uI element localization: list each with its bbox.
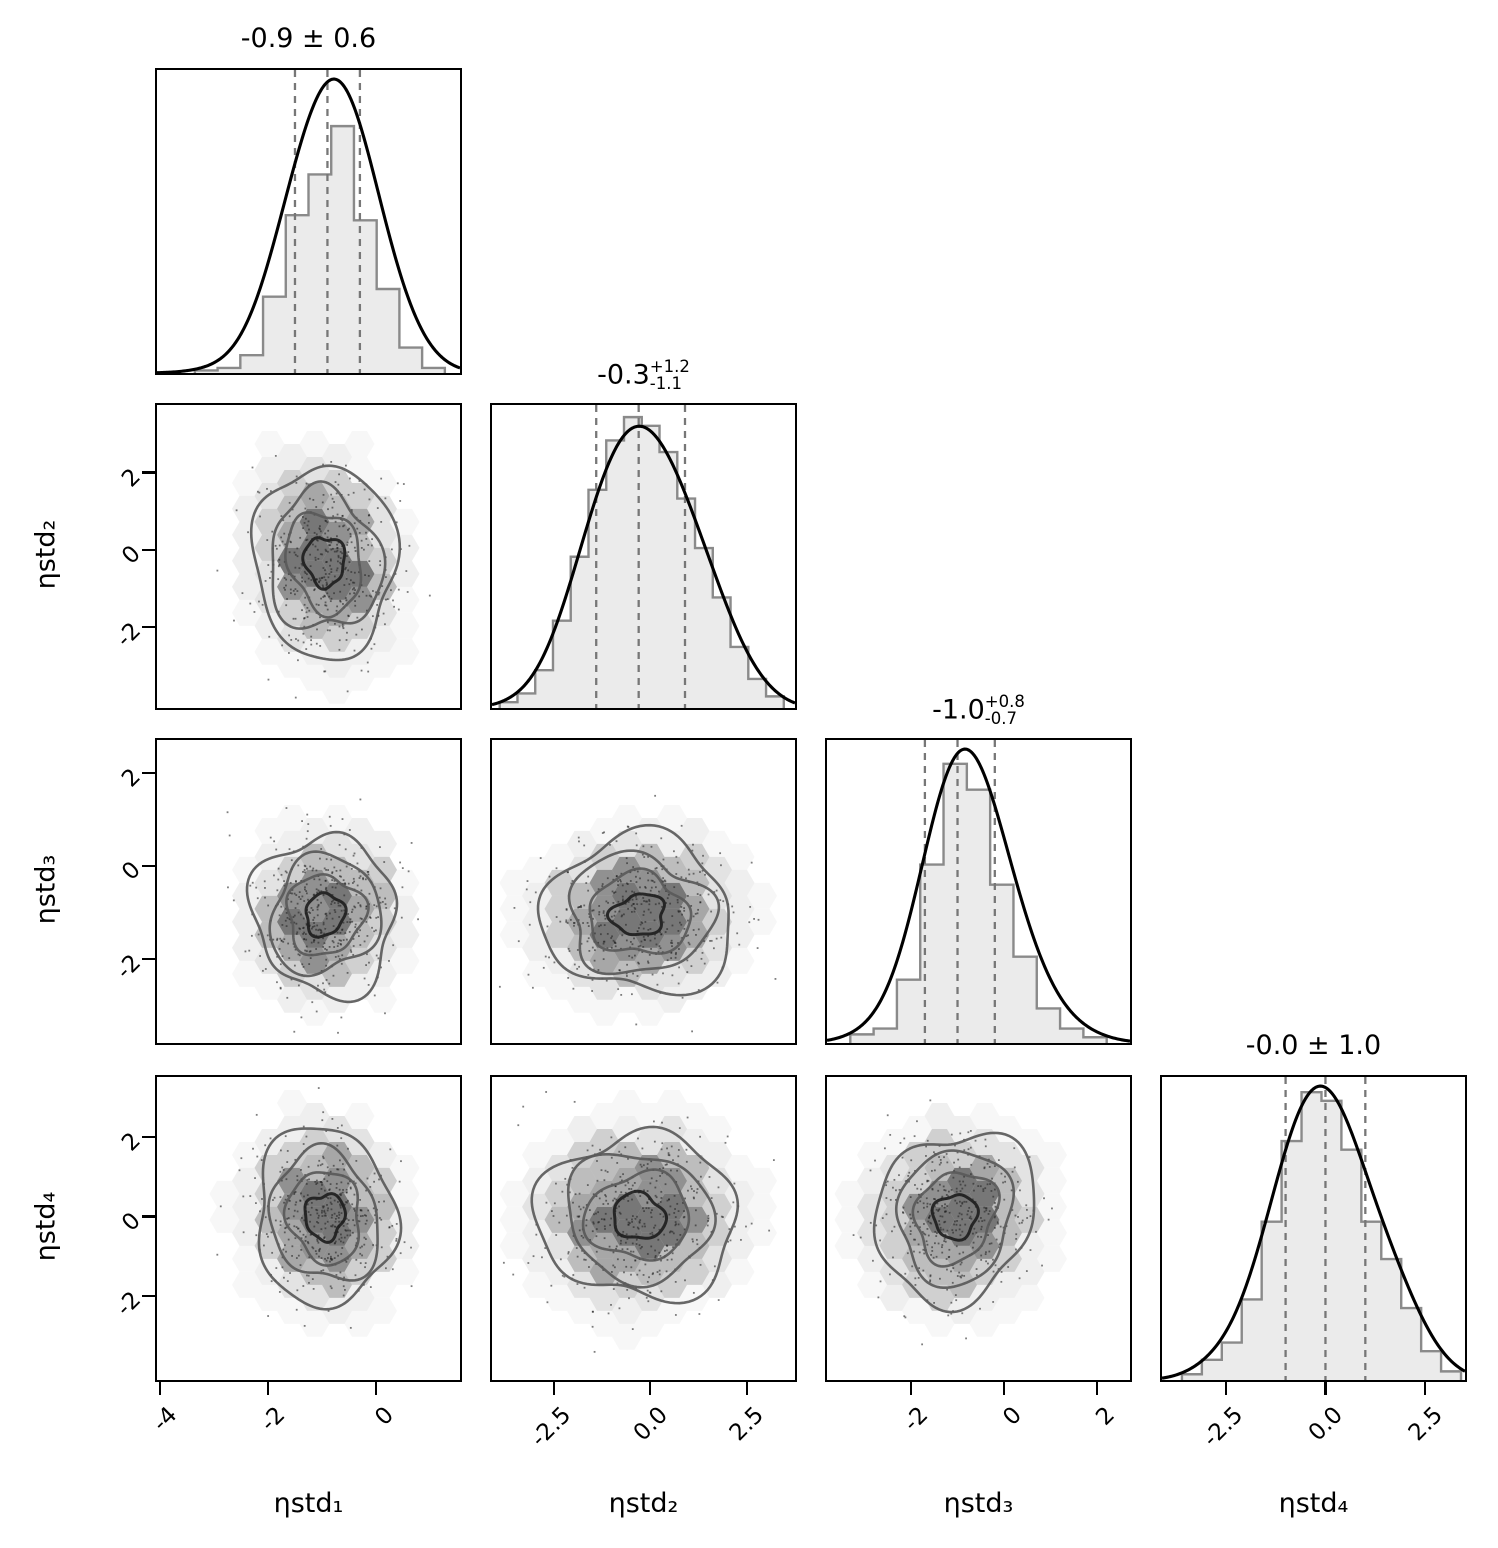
x-tick-label: -2 — [898, 1402, 934, 1437]
y-tick — [142, 471, 155, 474]
pair-eta_std_1-eta_std_2-canvas — [157, 405, 460, 708]
title-median: -0.3 — [597, 359, 650, 391]
x-axis-label-eta_std_1: ηstd₁ — [273, 1488, 344, 1519]
y-tick-label: 0 — [117, 1207, 147, 1237]
y-tick — [142, 864, 155, 867]
x-tick-label: -2.5 — [526, 1402, 577, 1453]
y-tick-label: 2 — [117, 463, 147, 493]
x-tick-label: 0.0 — [628, 1402, 673, 1447]
x-tick — [1224, 1382, 1227, 1395]
pair-eta_std_2-eta_std_3-canvas — [492, 740, 795, 1043]
diag-eta_std_2-canvas — [492, 405, 795, 708]
x-tick-label: 2.5 — [724, 1402, 770, 1447]
x-tick — [745, 1382, 748, 1395]
y-tick-label: -2 — [111, 1287, 147, 1322]
x-tick-label: 2 — [1091, 1402, 1120, 1431]
diag-eta_std_1-canvas — [157, 70, 460, 373]
x-tick — [1324, 1382, 1327, 1395]
x-tick — [1003, 1382, 1006, 1395]
diag-eta_std_4-canvas — [1162, 1077, 1465, 1380]
y-tick-label: -2 — [111, 617, 147, 653]
title-eta_std_4: -0.0 ± 1.0 — [1245, 1030, 1382, 1061]
title-plus-error: +1.2 — [649, 357, 690, 376]
x-tick-label: -2 — [255, 1402, 291, 1437]
x-tick-label: 0.0 — [1303, 1402, 1348, 1447]
x-tick — [649, 1382, 652, 1395]
title-plus-error: +0.8 — [984, 692, 1025, 711]
y-tick-label: 0 — [117, 856, 147, 886]
title-eta_std_2: -0.3 +1.2 -1.1 — [492, 358, 795, 393]
x-tick-label: 2.5 — [1403, 1402, 1448, 1447]
panel-pair-eta_std_2-eta_std_3 — [490, 738, 797, 1045]
x-axis-label-eta_std_3: ηstd₃ — [943, 1488, 1014, 1519]
x-tick — [909, 1382, 912, 1395]
y-tick — [142, 625, 155, 629]
panel-pair-eta_std_3-eta_std_4 — [825, 1075, 1132, 1382]
x-tick — [266, 1382, 269, 1395]
y-tick-label: 0 — [117, 540, 147, 570]
panel-pair-eta_std_1-eta_std_4 — [155, 1075, 462, 1382]
pair-eta_std_1-eta_std_3-canvas — [157, 740, 460, 1043]
panel-diag-eta_std_3 — [825, 738, 1132, 1045]
y-tick — [142, 1215, 155, 1218]
x-tick — [1424, 1382, 1427, 1395]
y-tick — [142, 957, 155, 961]
pair-eta_std_2-eta_std_4-canvas — [492, 1077, 795, 1380]
y-tick — [142, 1295, 155, 1298]
panel-diag-eta_std_1 — [155, 68, 462, 375]
x-tick-label: -4 — [147, 1402, 183, 1437]
y-axis-label-eta_std_3: ηstd₃ — [30, 854, 62, 924]
pair-eta_std_3-eta_std_4-canvas — [827, 1077, 1130, 1380]
title-median: -1.0 — [932, 694, 985, 726]
y-tick — [142, 1135, 155, 1138]
y-axis-label-eta_std_2: ηstd₂ — [30, 519, 62, 589]
x-tick — [158, 1382, 161, 1395]
x-tick-label: -2.5 — [1198, 1402, 1249, 1453]
title-eta_std_1: -0.9 ± 0.6 — [240, 23, 377, 54]
y-tick-label: 2 — [117, 763, 147, 793]
panel-pair-eta_std_1-eta_std_3 — [155, 738, 462, 1045]
panel-diag-eta_std_4 — [1160, 1075, 1467, 1382]
panel-pair-eta_std_2-eta_std_4 — [490, 1075, 797, 1382]
x-tick — [375, 1382, 378, 1395]
x-axis-label-eta_std_2: ηstd₂ — [608, 1488, 679, 1519]
title-errors: +0.8 -0.7 — [985, 693, 1025, 728]
x-tick-label: 0 — [369, 1402, 399, 1431]
x-tick — [552, 1382, 555, 1395]
pair-eta_std_1-eta_std_4-canvas — [157, 1077, 460, 1380]
x-tick — [1096, 1382, 1099, 1395]
y-tick — [142, 771, 155, 774]
panel-diag-eta_std_2 — [490, 403, 797, 710]
panel-pair-eta_std_1-eta_std_2 — [155, 403, 462, 710]
title-errors: +1.2 -1.1 — [650, 358, 690, 393]
x-tick-label: 0 — [997, 1402, 1027, 1431]
y-tick-label: 2 — [117, 1127, 147, 1157]
y-axis-label-eta_std_4: ηstd₄ — [30, 1191, 62, 1261]
title-minus-error: -0.7 — [984, 709, 1017, 729]
x-axis-label-eta_std_4: ηstd₄ — [1278, 1488, 1349, 1519]
y-tick-label: -2 — [111, 949, 147, 985]
title-minus-error: -1.1 — [649, 374, 682, 394]
diag-eta_std_3-canvas — [827, 740, 1130, 1043]
title-eta_std_3: -1.0 +0.8 -0.7 — [827, 693, 1130, 728]
y-tick — [142, 548, 155, 551]
